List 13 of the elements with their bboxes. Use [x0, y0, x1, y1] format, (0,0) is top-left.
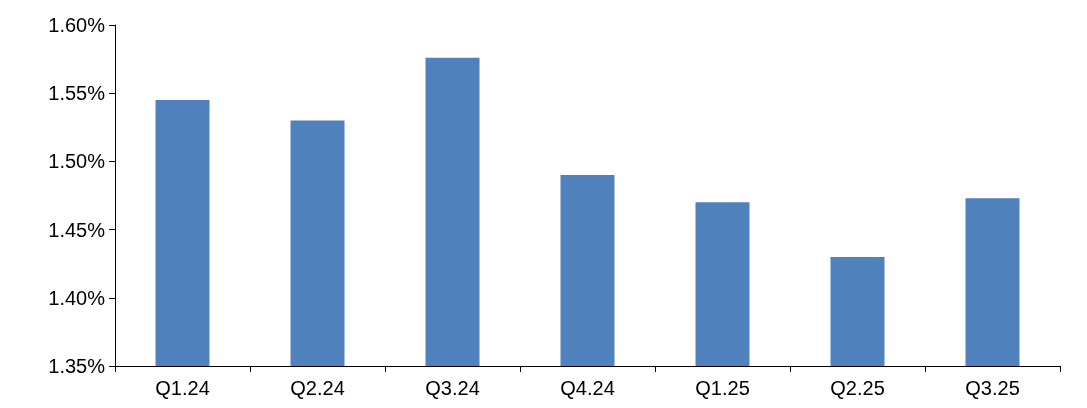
- x-tick-label: Q3.25: [965, 377, 1020, 399]
- y-tick-label: 1.50%: [48, 150, 106, 173]
- y-tick-label: 1.35%: [48, 355, 106, 377]
- x-tick-label: Q2.25: [830, 377, 885, 399]
- x-tick-label: Q1.24: [155, 377, 210, 399]
- x-tick-label: Q1.25: [695, 377, 750, 399]
- y-tick-label: 1.40%: [48, 286, 106, 309]
- y-tick-label: 1.60%: [48, 14, 106, 36]
- x-tick-label: Q2.24: [290, 377, 345, 399]
- y-tick-label: 1.55%: [48, 82, 106, 105]
- x-tick-label: Q4.24: [560, 377, 615, 399]
- x-tick-label: Q3.24: [425, 377, 480, 399]
- y-tick-label: 1.45%: [48, 218, 106, 241]
